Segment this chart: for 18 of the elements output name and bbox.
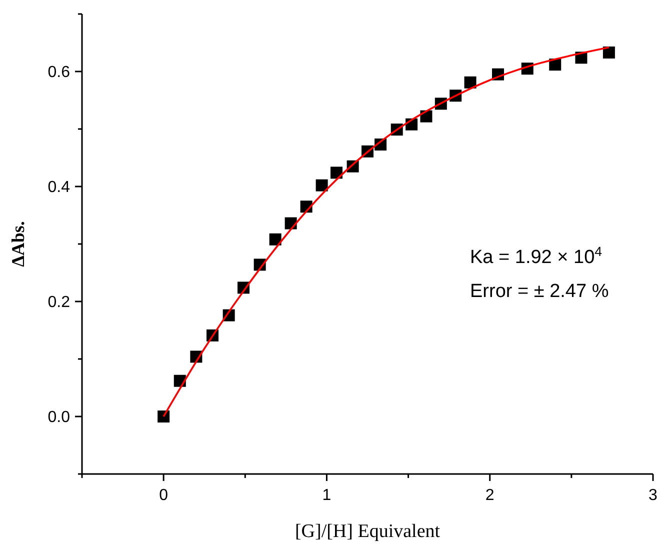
point <box>158 410 170 422</box>
x-tick-label: 2 <box>485 487 494 504</box>
x-tick-label: 1 <box>322 487 332 504</box>
point <box>269 233 282 246</box>
y-axis-title: ΔAbs. <box>8 221 28 267</box>
point <box>464 76 476 88</box>
annotation: Ka = 1.92 × 10$^{4}$ <box>470 244 602 268</box>
x-tick-label: 3 <box>648 487 658 504</box>
y-tick-label: 0.6 <box>48 64 70 82</box>
y-tick-label: 0.2 <box>48 294 70 312</box>
point <box>602 46 615 59</box>
point <box>330 166 343 179</box>
point <box>316 179 328 192</box>
x-axis-title: [G]/[H] Equivalent <box>294 521 441 542</box>
y-tick-label: 0.0 <box>48 409 70 426</box>
y-tick-label: 0.4 <box>48 179 70 196</box>
annotation: Error = ± 2.47 % <box>470 281 609 302</box>
x-tick-label: 0 <box>159 487 168 504</box>
